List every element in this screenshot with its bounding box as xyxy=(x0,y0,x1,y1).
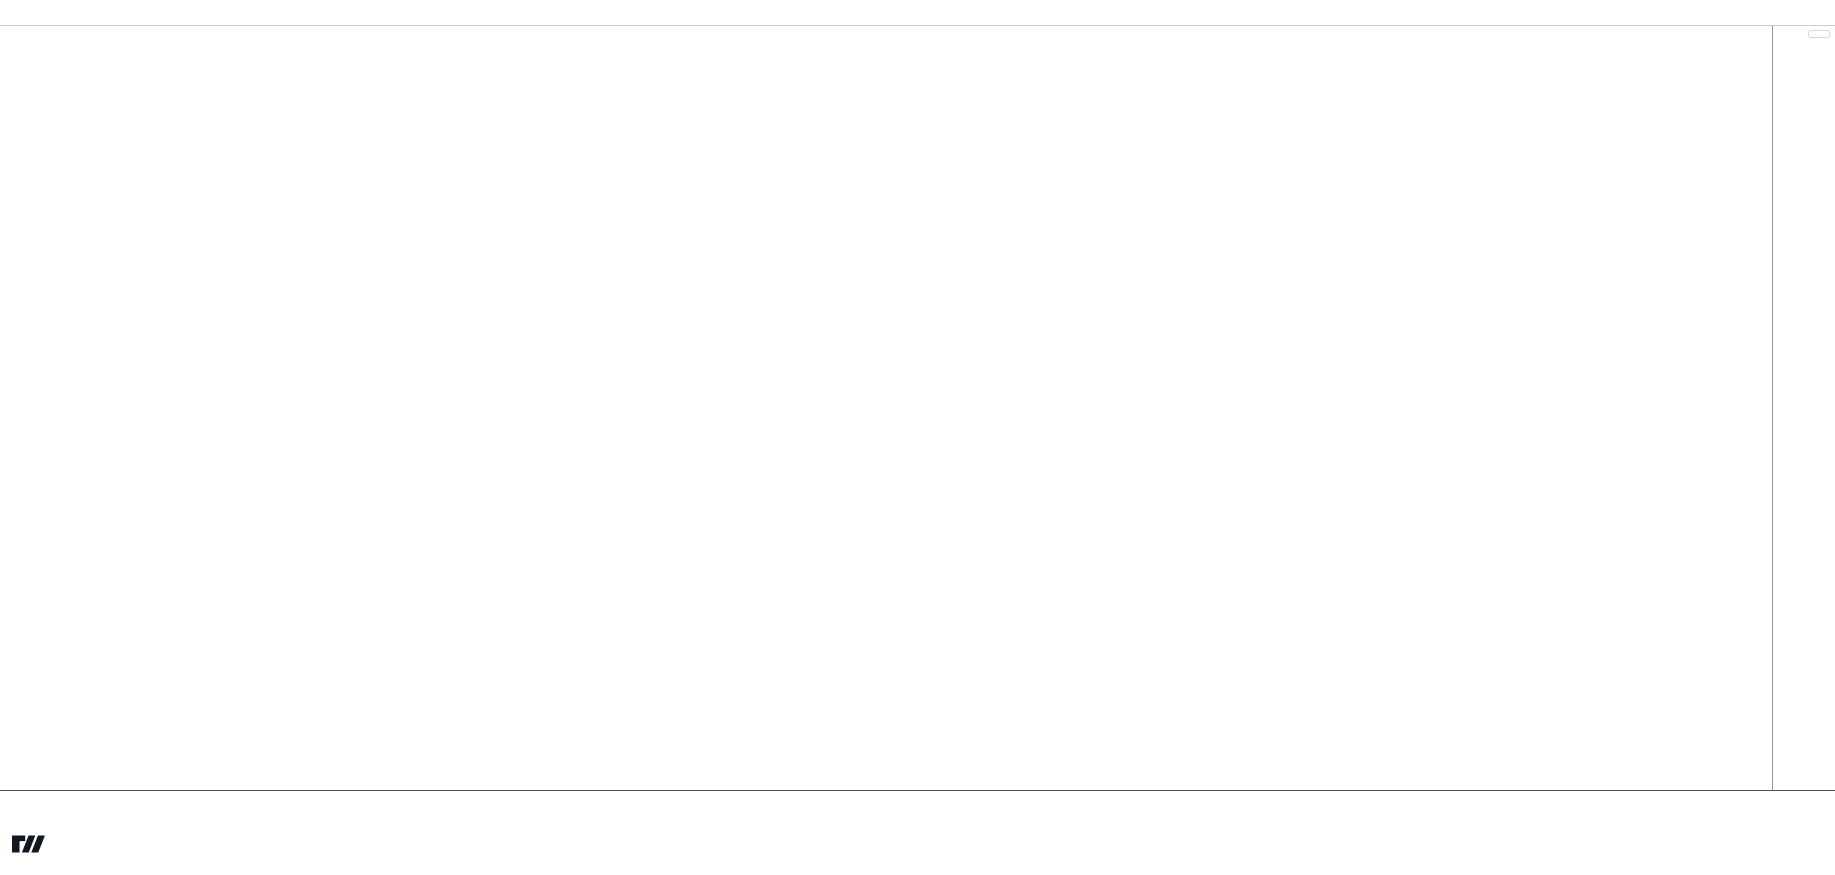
chart-frame xyxy=(0,25,1835,816)
tradingview-logo xyxy=(12,833,55,855)
price-axis[interactable] xyxy=(1772,26,1835,790)
chart-canvas[interactable] xyxy=(0,26,1772,790)
chart-plot-area[interactable] xyxy=(0,26,1772,790)
time-axis[interactable] xyxy=(0,790,1835,816)
tradingview-glyph-icon xyxy=(12,835,45,853)
attribution-bar xyxy=(0,0,1835,25)
currency-badge[interactable] xyxy=(1808,30,1830,38)
